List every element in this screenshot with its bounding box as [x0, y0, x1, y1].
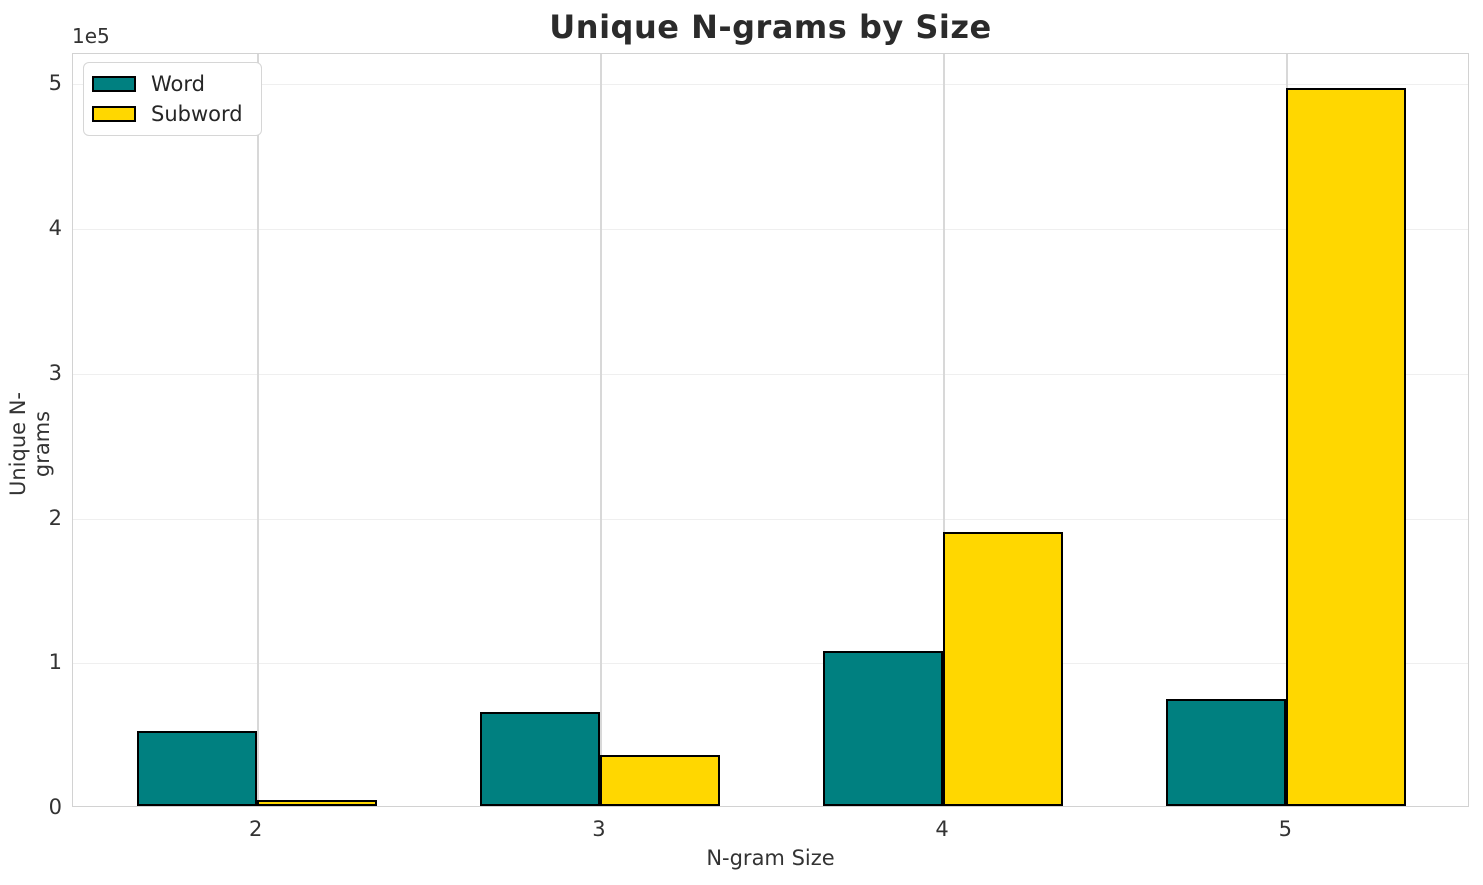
y-gridline-5 — [73, 84, 1468, 86]
y-tick-label: 1 — [48, 650, 62, 675]
legend-item-word: Word — [92, 72, 243, 96]
legend-swatch-word — [92, 76, 136, 92]
y-gridline-2 — [73, 518, 1468, 520]
bar-word-3 — [479, 711, 600, 806]
bar-subword-5 — [1286, 88, 1407, 806]
y-tick-label: 5 — [48, 71, 62, 96]
x-tick-label: 3 — [592, 817, 606, 841]
x-gridline-2 — [256, 54, 259, 806]
x-tick-label: 2 — [248, 817, 263, 841]
x-tick-label: 4 — [935, 817, 949, 841]
legend-swatch-subword — [92, 106, 136, 122]
bar-word-4 — [822, 651, 944, 806]
y-tick-label: 3 — [48, 360, 62, 385]
y-axis-offset-label: 1e5 — [72, 24, 110, 48]
legend-item-subword: Subword — [92, 102, 243, 126]
y-tick-label: 0 — [48, 795, 62, 819]
y-gridline-3 — [73, 373, 1468, 375]
y-gridline-4 — [73, 229, 1468, 231]
legend-label: Subword — [151, 102, 243, 126]
legend: Word Subword — [83, 62, 262, 136]
y-tick-label: 4 — [48, 216, 62, 241]
x-tick-label: 5 — [1278, 817, 1293, 841]
y-tick-label: 2 — [48, 505, 62, 530]
chart-title: Unique N-grams by Size — [549, 8, 992, 46]
plot-area: Word Subword — [72, 53, 1469, 807]
bar-word-2 — [136, 730, 257, 806]
x-gridline-4 — [943, 54, 946, 806]
x-axis-label: N-gram Size — [706, 846, 835, 870]
bar-subword-2 — [256, 799, 377, 806]
bar-subword-4 — [943, 532, 1064, 806]
legend-label: Word — [151, 72, 205, 96]
bar-subword-3 — [599, 755, 720, 806]
bar-word-5 — [1166, 698, 1287, 806]
x-gridline-3 — [599, 54, 602, 806]
y-gridline-1 — [73, 663, 1468, 665]
